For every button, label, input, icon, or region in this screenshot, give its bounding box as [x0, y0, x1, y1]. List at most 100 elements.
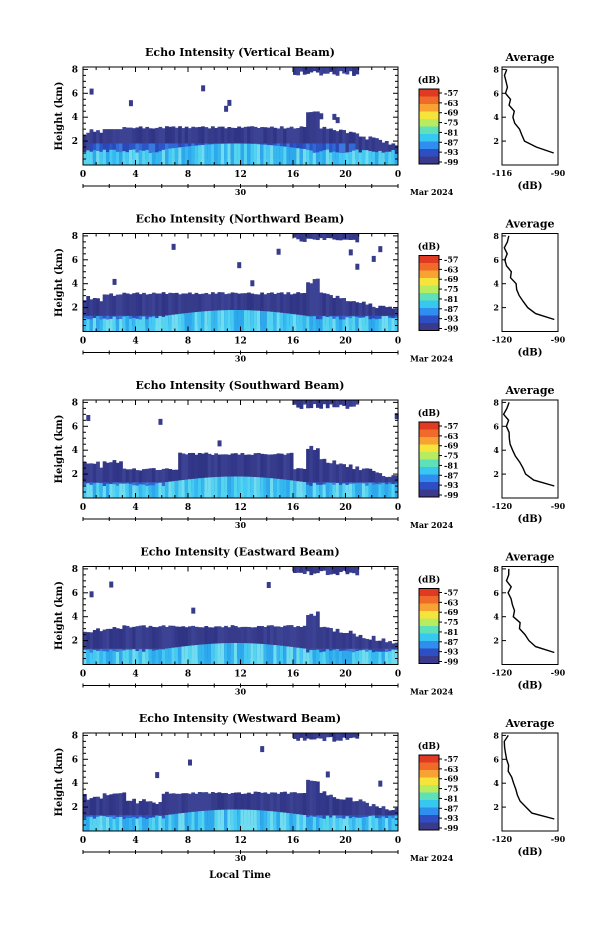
avg-frame — [501, 399, 559, 499]
echo-cell — [237, 310, 241, 332]
avg-x-tick-label: -90 — [551, 834, 566, 844]
echo-cell — [325, 316, 330, 332]
echo-cell — [368, 303, 373, 316]
echo-cell — [250, 293, 255, 316]
echo-cell — [378, 640, 383, 649]
echo-cell — [210, 454, 215, 483]
echo-cell — [109, 817, 114, 831]
echo-cell — [96, 482, 100, 498]
echo-cell — [119, 628, 123, 649]
colorbar-unit: (dB) — [418, 575, 440, 586]
avg-y-tick-label: 6 — [493, 588, 499, 598]
echo-cell — [86, 463, 91, 483]
echo-cell — [319, 400, 324, 409]
echo-cell — [342, 632, 346, 649]
echo-cell — [388, 651, 392, 665]
echo-cell — [135, 470, 140, 483]
echo-cell — [345, 152, 350, 165]
echo-cell — [99, 319, 104, 332]
echo-cell — [315, 278, 320, 316]
x-tick-label: 12 — [234, 836, 247, 846]
echo-cell — [348, 233, 353, 240]
echo-cell — [371, 318, 376, 332]
avg-y-tick-label: 8 — [493, 564, 499, 574]
echo-cell — [293, 67, 297, 75]
echo-cell — [178, 480, 182, 498]
avg-y-tick-label: 2 — [493, 636, 499, 646]
echo-cell — [302, 482, 307, 498]
echo-cell — [178, 147, 182, 165]
echo-cell — [105, 628, 110, 649]
echo-cell — [240, 310, 245, 332]
echo-cell — [273, 811, 278, 831]
echo-cell — [230, 310, 235, 332]
echo-cell — [332, 297, 337, 316]
echo-cell — [230, 292, 235, 316]
echo-cell — [286, 812, 291, 831]
echo-cell — [338, 651, 343, 665]
colorbar-segment — [419, 315, 439, 324]
echo-cell — [112, 316, 117, 332]
echo-cell — [125, 293, 130, 316]
echo-cell — [375, 483, 379, 498]
echo-cell — [174, 793, 179, 816]
echo-cell — [122, 316, 127, 332]
echo-cell — [332, 130, 337, 144]
echo-cell — [161, 128, 166, 144]
echo-cell — [250, 809, 255, 831]
echo-cell — [230, 127, 235, 144]
echo-cell — [352, 652, 356, 665]
echo-cell — [266, 793, 271, 816]
echo-cell — [105, 294, 110, 316]
echo-cell — [391, 150, 396, 165]
echo-cell — [342, 67, 346, 74]
date-month-label: Mar 2024 — [410, 853, 454, 863]
echo-cell — [151, 817, 156, 831]
echo-cell — [227, 643, 232, 665]
colorbar-segment — [419, 293, 439, 301]
avg-profile-line — [502, 402, 555, 487]
echo-cell — [381, 475, 386, 483]
echo-cell — [299, 814, 304, 831]
echo-cell — [312, 279, 317, 316]
echo-cell — [283, 812, 287, 831]
echo-cell — [145, 468, 150, 483]
echo-cell — [394, 413, 399, 420]
echo-cell — [171, 243, 176, 250]
echo-cell — [309, 316, 314, 332]
echo-cell — [237, 476, 241, 498]
echo-cell — [348, 318, 353, 332]
avg-y-tick-label: 4 — [493, 112, 499, 122]
echo-cell — [158, 469, 163, 483]
echo-cell — [168, 814, 173, 831]
echo-cell — [283, 146, 287, 165]
echo-cell — [325, 462, 330, 483]
echo-cell — [217, 310, 222, 332]
echo-cell — [365, 316, 369, 332]
echo-cell — [309, 112, 314, 144]
echo-cell — [299, 468, 304, 483]
echo-cell — [276, 145, 281, 165]
echo-cell — [243, 293, 248, 316]
echo-cell — [325, 795, 330, 816]
x-tick-label: 0 — [80, 670, 86, 680]
echo-cell — [109, 794, 114, 816]
echo-cell — [92, 630, 97, 649]
y-tick-label: 2 — [72, 803, 78, 813]
avg-y-tick-label: 4 — [493, 279, 499, 289]
echo-cell — [352, 132, 356, 144]
echo-cell — [197, 627, 202, 649]
echo-cell — [358, 302, 363, 316]
echo-cell — [233, 792, 238, 816]
echo-cell — [348, 464, 353, 483]
echo-cell — [266, 144, 271, 165]
echo-cell — [335, 818, 340, 831]
echo-cell — [306, 484, 310, 498]
echo-cell — [270, 126, 274, 144]
echo-cell — [286, 146, 291, 165]
echo-cell — [142, 484, 146, 498]
echo-cell — [194, 145, 199, 165]
echo-cell — [158, 816, 163, 831]
echo-cell — [237, 809, 241, 831]
echo-cell — [309, 150, 314, 165]
